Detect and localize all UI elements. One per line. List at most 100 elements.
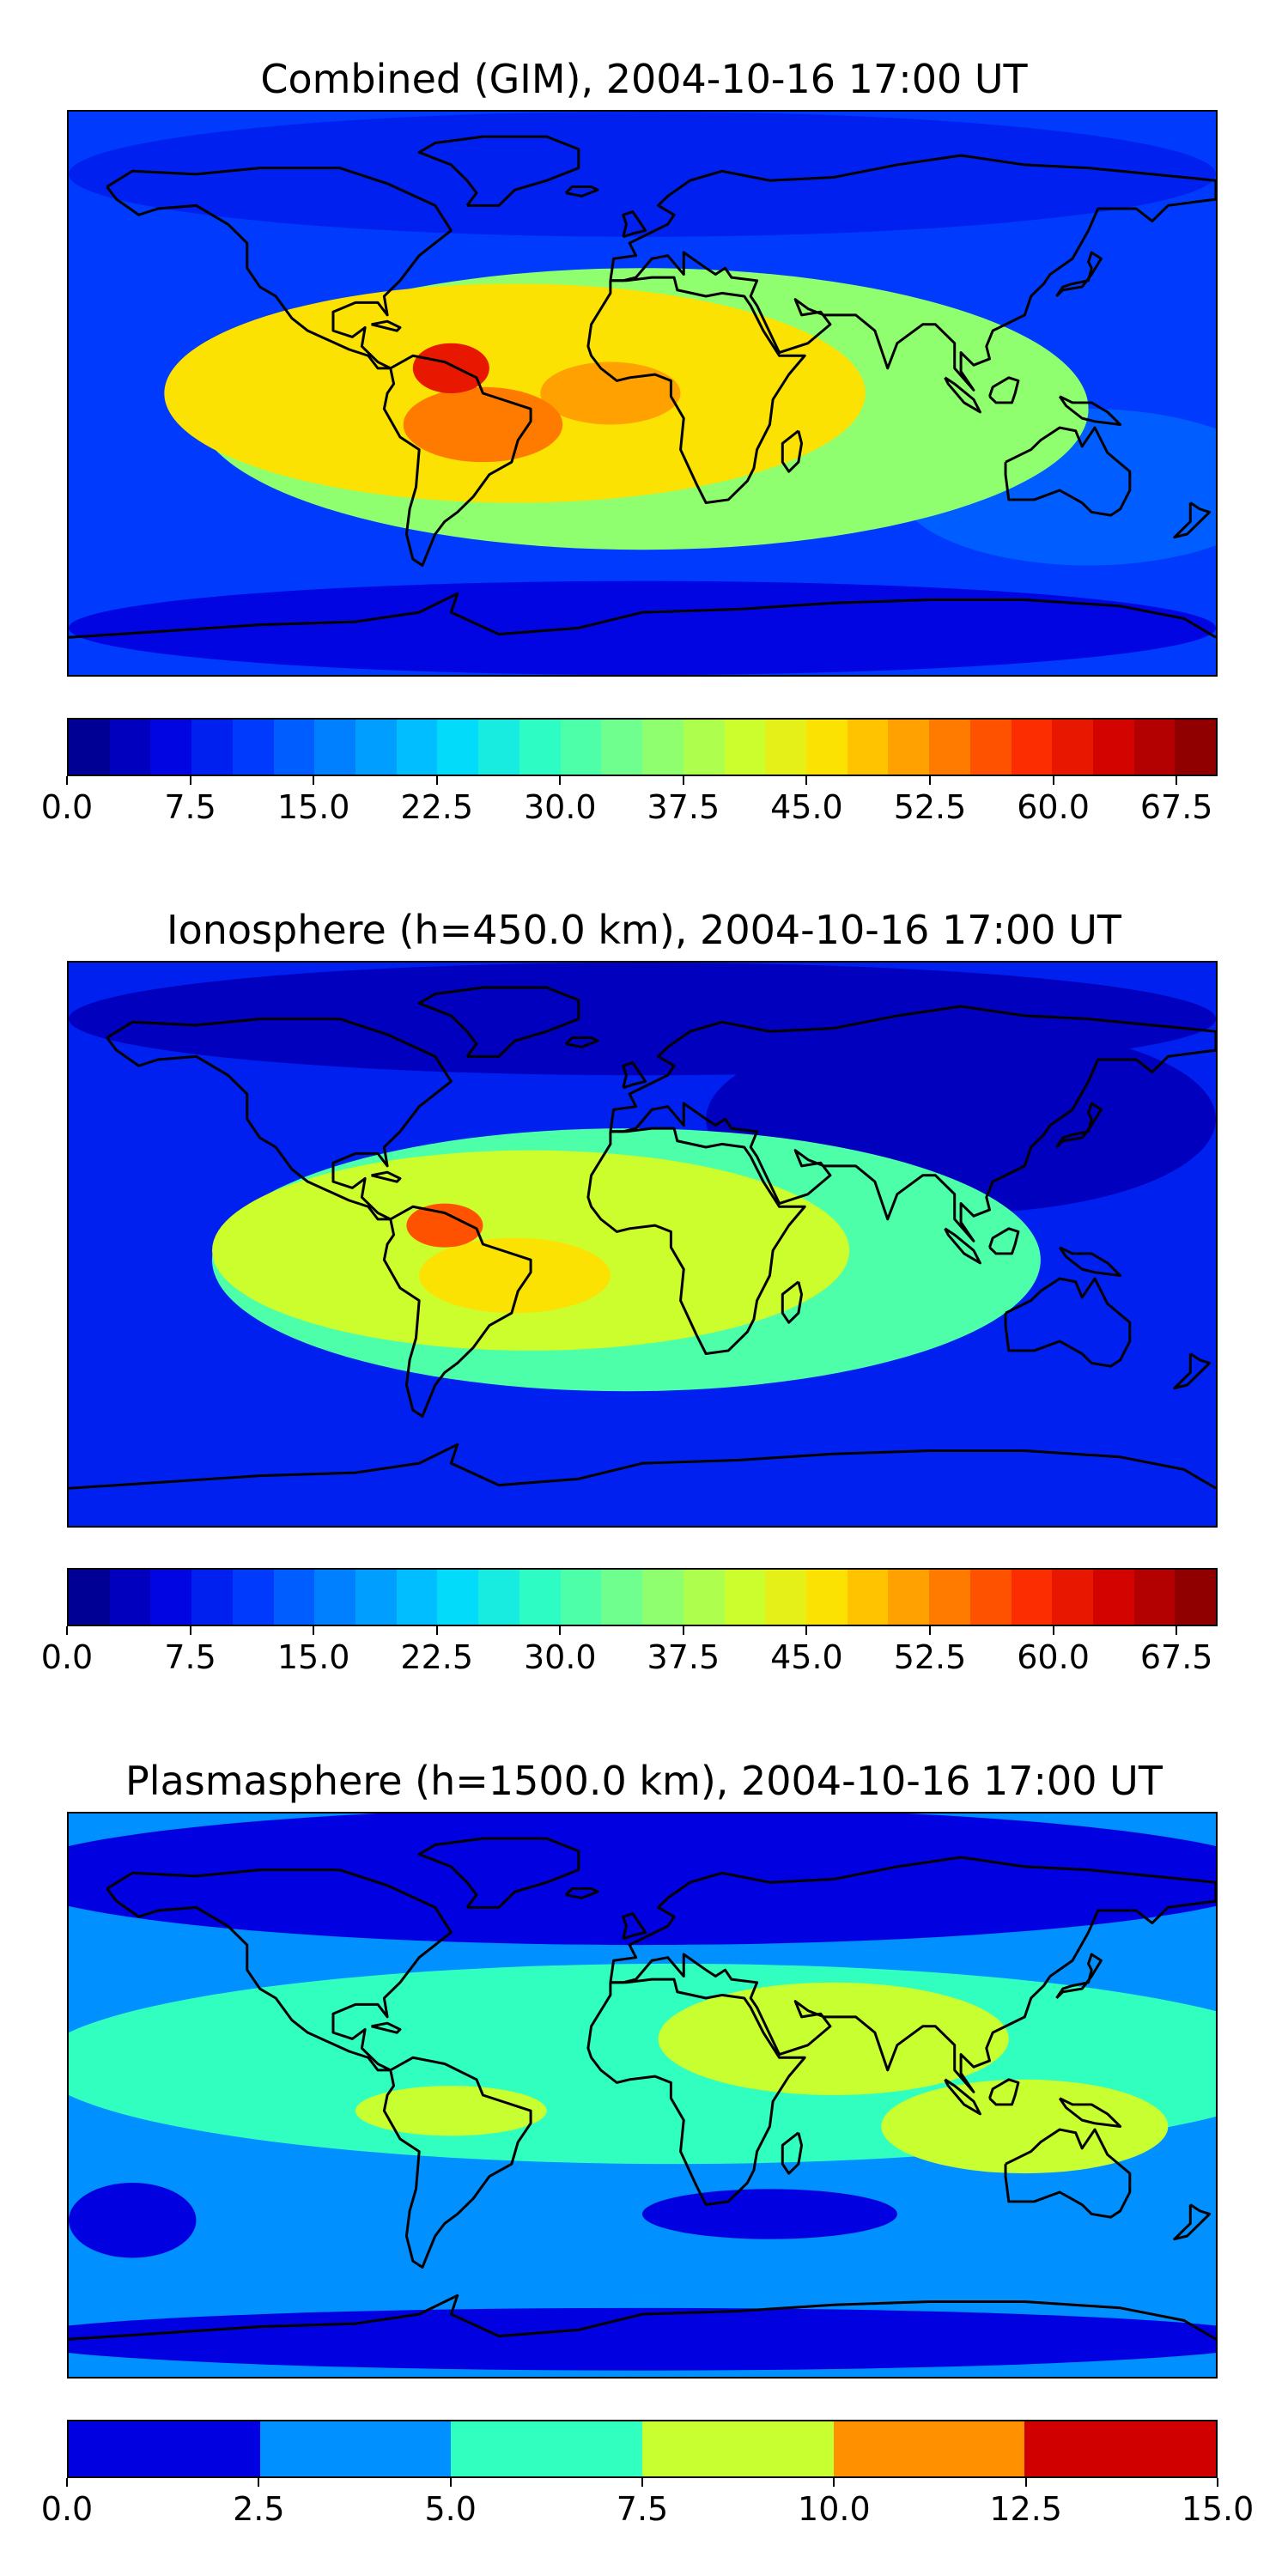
colorbar-tick-label: 15.0 bbox=[276, 1638, 350, 1676]
coastline bbox=[69, 592, 1216, 639]
coastline bbox=[382, 1205, 532, 1418]
colorbar-cell bbox=[109, 1570, 151, 1625]
map-contour-region bbox=[412, 343, 489, 393]
map-contour-region bbox=[540, 361, 681, 425]
colorbar-cell bbox=[478, 720, 519, 775]
map-contour-region bbox=[403, 386, 563, 463]
coastline bbox=[106, 1018, 453, 1221]
coastline bbox=[382, 2056, 532, 2269]
colorbar-cell bbox=[929, 720, 970, 775]
coastline bbox=[622, 1061, 647, 1090]
ionosphere-map bbox=[67, 961, 1218, 1528]
coastline bbox=[417, 135, 580, 207]
colorbar-cell bbox=[519, 1570, 561, 1625]
colorbar-tick-label: 7.5 bbox=[164, 788, 216, 826]
colorbar-cell bbox=[560, 1570, 602, 1625]
colorbar-tick bbox=[559, 776, 562, 785]
colorbar-cell bbox=[1092, 1570, 1134, 1625]
colorbar-tick bbox=[1217, 2478, 1218, 2487]
coastline bbox=[609, 1005, 1216, 1242]
coastline bbox=[944, 2078, 981, 2116]
colorbar-tick bbox=[1176, 776, 1178, 785]
coastline bbox=[781, 429, 804, 473]
colorbar-tick bbox=[435, 1626, 438, 1635]
colorbar-cell bbox=[1133, 1570, 1176, 1625]
colorbar-tick-label: 22.5 bbox=[400, 1638, 474, 1676]
map-contour-region bbox=[406, 1203, 483, 1248]
ionosphere-map-svg bbox=[69, 963, 1216, 1526]
combined-map bbox=[67, 110, 1218, 677]
colorbar-cell bbox=[191, 720, 233, 775]
colorbar-tick-label: 60.0 bbox=[1017, 1638, 1090, 1676]
colorbar-cell bbox=[355, 720, 397, 775]
colorbar-tick-label: 45.0 bbox=[770, 1638, 843, 1676]
colorbar-cell bbox=[847, 720, 889, 775]
colorbar-tick-label: 10.0 bbox=[798, 2490, 871, 2528]
colorbar-tick bbox=[1052, 1626, 1054, 1635]
colorbar-tick-label: 5.0 bbox=[424, 2490, 477, 2528]
colorbar-tick-label: 0.0 bbox=[40, 788, 94, 826]
colorbar-tick bbox=[449, 2478, 452, 2487]
coastline bbox=[417, 986, 580, 1058]
map-contour-region bbox=[69, 580, 1216, 675]
colorbar-cell bbox=[724, 1570, 766, 1625]
colorbar-cell bbox=[232, 720, 274, 775]
colorbar-tick-label: 22.5 bbox=[400, 788, 474, 826]
coastline bbox=[1004, 2128, 1132, 2219]
coastline bbox=[1004, 1277, 1132, 1368]
panel-title: Plasmasphere (h=1500.0 km), 2004-10-16 1… bbox=[125, 1758, 1163, 1804]
coastline bbox=[564, 1886, 599, 1899]
colorbar-cell bbox=[451, 2421, 643, 2476]
coastline bbox=[1055, 1102, 1103, 1149]
coastline bbox=[781, 2131, 804, 2175]
colorbar-cell bbox=[601, 720, 643, 775]
colorbar-tick bbox=[66, 1626, 68, 1635]
map-contour-region bbox=[642, 2189, 897, 2239]
colorbar-tick bbox=[929, 776, 931, 785]
colorbar-tick-label: 12.5 bbox=[989, 2490, 1062, 2528]
map-contour-region bbox=[881, 2079, 1169, 2174]
colorbar-cell bbox=[683, 720, 725, 775]
panel-title: Ionosphere (h=450.0 km), 2004-10-16 17:0… bbox=[167, 907, 1121, 953]
colorbar-cell bbox=[259, 2421, 452, 2476]
colorbar-cell bbox=[109, 720, 151, 775]
map-contour-region bbox=[69, 2307, 1216, 2371]
colorbar-cell bbox=[765, 1570, 806, 1625]
coastline bbox=[564, 1036, 599, 1048]
colorbar-tick-label: 37.5 bbox=[647, 1638, 720, 1676]
colorbar-cell bbox=[69, 2421, 260, 2476]
colorbar-tick bbox=[1052, 776, 1054, 785]
colorbar-tick bbox=[1024, 2478, 1027, 2487]
colorbar-cell bbox=[888, 1570, 930, 1625]
colorbar-tick-label: 0.0 bbox=[40, 2490, 94, 2528]
combined-colorbar bbox=[67, 718, 1218, 776]
colorbar-cell bbox=[437, 720, 479, 775]
coastline bbox=[944, 1227, 981, 1265]
colorbar-tick-label: 67.5 bbox=[1139, 788, 1213, 826]
coastline bbox=[781, 1280, 804, 1324]
colorbar-cell bbox=[150, 720, 192, 775]
colorbar-tick bbox=[805, 776, 808, 785]
coastline bbox=[371, 1170, 402, 1183]
coastline bbox=[382, 354, 532, 567]
colorbar-cell bbox=[396, 1570, 438, 1625]
colorbar-cell bbox=[642, 2421, 834, 2476]
coastline bbox=[1058, 395, 1122, 426]
colorbar-cell bbox=[969, 1570, 1012, 1625]
colorbar-tick-label: 52.5 bbox=[893, 788, 967, 826]
map-contour-region bbox=[69, 1814, 1216, 1946]
colorbar-tick-label: 0.0 bbox=[40, 1638, 94, 1676]
colorbar-tick bbox=[435, 776, 438, 785]
colorbar-cell bbox=[1175, 1570, 1217, 1625]
colorbar-cell bbox=[314, 720, 356, 775]
coastline bbox=[69, 1443, 1216, 1490]
coastline bbox=[1173, 2203, 1212, 2241]
panel-title: Combined (GIM), 2004-10-16 17:00 UT bbox=[260, 56, 1028, 102]
colorbar-cell bbox=[150, 1570, 192, 1625]
colorbar-tick-label: 60.0 bbox=[1017, 788, 1090, 826]
colorbar-tick bbox=[66, 776, 68, 785]
colorbar-tick-label: 30.0 bbox=[523, 1638, 597, 1676]
coastline bbox=[988, 1227, 1020, 1255]
colorbar-cell bbox=[805, 720, 848, 775]
colorbar-cell bbox=[1052, 720, 1093, 775]
